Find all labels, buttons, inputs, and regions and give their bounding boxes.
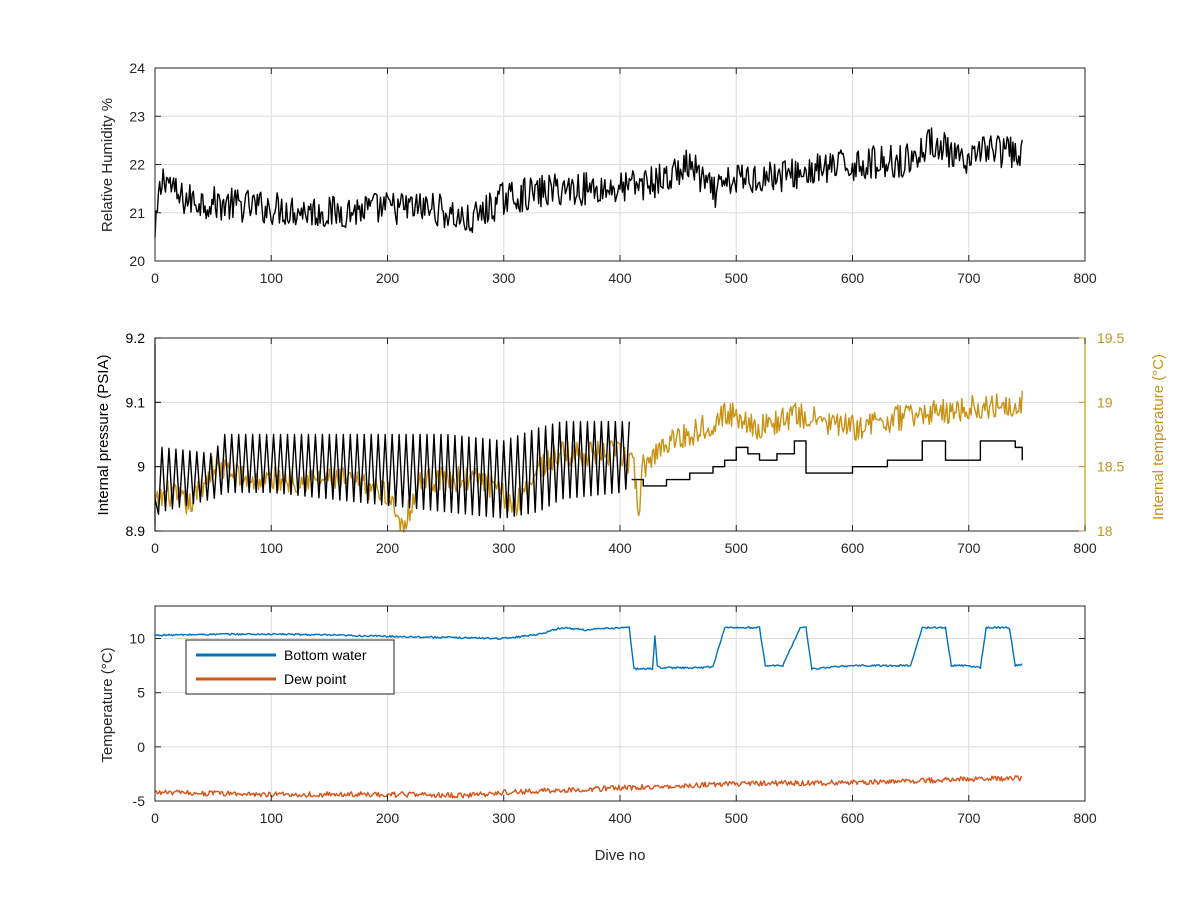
- y-tick-label: 21: [129, 205, 145, 221]
- series-line-bottom-water: [154, 626, 1023, 671]
- x-tick-label: 800: [1073, 810, 1097, 826]
- x-tick-label: 800: [1073, 540, 1097, 556]
- humidity-panel: Relative Humidity % 0 100 200 300 400 500 600 7…: [99, 60, 1097, 286]
- x-tick-label: 500: [725, 810, 749, 826]
- legend-label-bottom-water: Bottom water: [284, 647, 367, 663]
- x-tick-label: 0: [151, 270, 159, 286]
- x-tick-label: 500: [725, 540, 749, 556]
- x-tick-label: 600: [841, 540, 865, 556]
- x-tick-label: 300: [492, 540, 516, 556]
- legend-label-dew-point: Dew point: [284, 671, 346, 687]
- y-tick-label: 5: [137, 685, 145, 701]
- temperature-ylabel: Temperature (°C): [99, 647, 116, 762]
- y-tick-label: 22: [129, 157, 145, 173]
- x-tick-label: 200: [376, 540, 400, 556]
- series-group: [154, 390, 1023, 533]
- pressure-ylabel: Internal pressure (PSIA): [95, 355, 112, 516]
- legend-box: [185, 639, 395, 695]
- series-line-dew-point: [154, 775, 1023, 799]
- y-tick-label: 8.9: [126, 523, 146, 539]
- dive-no-xlabel: Dive no: [595, 847, 646, 864]
- y-right-tick-label: 18: [1097, 523, 1113, 539]
- humidity-ylabel: Relative Humidity %: [99, 98, 116, 232]
- x-tick-label: 0: [151, 810, 159, 826]
- internal-temperature-ylabel: Internal temperature (°C): [1150, 354, 1167, 520]
- y-right-tick-label: 18.5: [1097, 459, 1124, 475]
- y-tick-label: 9.1: [126, 394, 146, 410]
- series-group: [154, 626, 1023, 799]
- y-tick-label: 9.2: [126, 330, 146, 346]
- y-right-tick-label: 19: [1097, 394, 1113, 410]
- x-tick-label: 400: [608, 540, 632, 556]
- series-line-2: [631, 440, 1023, 487]
- series-line-0: [154, 127, 1023, 238]
- y-tick-label: 24: [129, 60, 145, 76]
- series-group: [154, 127, 1023, 238]
- x-tick-label: 700: [957, 810, 981, 826]
- y-tick-label: 9: [137, 459, 145, 475]
- x-tick-label: 400: [608, 810, 632, 826]
- x-tick-label: 500: [725, 270, 749, 286]
- x-tick-label: 200: [376, 810, 400, 826]
- temperature-panel: Temperature (°C) Dive no 0 100 200 300 400 50…: [99, 605, 1097, 864]
- legend: Bottom water Dew point: [185, 639, 395, 695]
- x-tick-label: 700: [957, 540, 981, 556]
- y-tick-label: 0: [137, 739, 145, 755]
- x-tick-label: 300: [492, 810, 516, 826]
- x-tick-label: 200: [376, 270, 400, 286]
- series-line-1: [154, 420, 630, 519]
- y-tick-label: 23: [129, 108, 145, 124]
- y-right-tick-label: 19.5: [1097, 330, 1124, 346]
- x-tick-label: 300: [492, 270, 516, 286]
- y-tick-label: 10: [129, 631, 145, 647]
- y-tick-label: 20: [129, 253, 145, 269]
- x-tick-label: 400: [608, 270, 632, 286]
- y-tick-label: -5: [133, 793, 146, 809]
- x-tick-label: 100: [260, 270, 284, 286]
- x-tick-label: 0: [151, 540, 159, 556]
- x-tick-label: 100: [260, 810, 284, 826]
- x-tick-label: 700: [957, 270, 981, 286]
- x-tick-label: 600: [841, 810, 865, 826]
- pressure-temperature-panel: Internal pressure (PSIA) Internal temper…: [95, 330, 1167, 556]
- x-tick-label: 800: [1073, 270, 1097, 286]
- x-tick-label: 600: [841, 270, 865, 286]
- x-tick-label: 100: [260, 540, 284, 556]
